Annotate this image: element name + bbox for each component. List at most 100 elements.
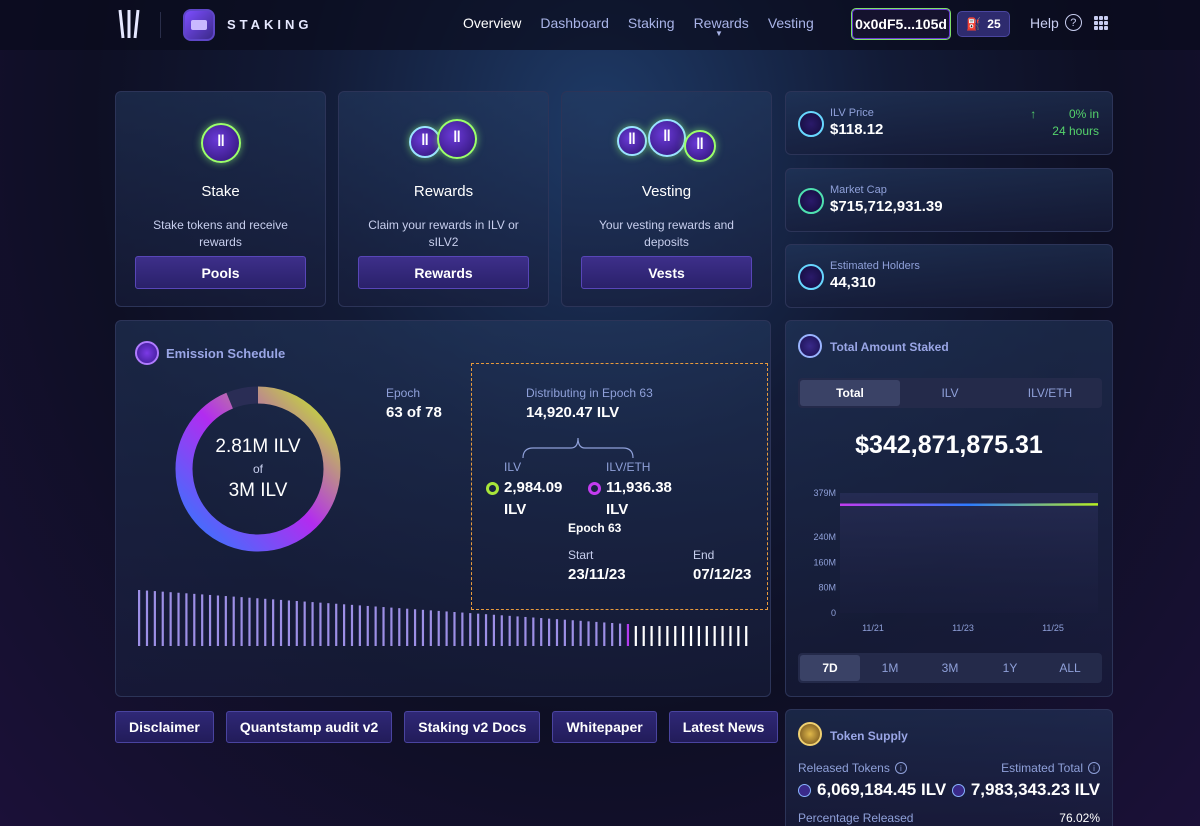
epoch-bar xyxy=(579,620,582,646)
epoch-bar xyxy=(484,614,488,646)
rewards-title: Rewards xyxy=(413,183,474,200)
ilv-price-value: $118.12 xyxy=(830,121,884,138)
y-tick-label: 0 xyxy=(831,608,836,618)
tab-ilv[interactable]: ILV xyxy=(941,386,959,400)
vests-button[interactable]: Vests xyxy=(581,256,752,289)
epoch-bar xyxy=(335,603,338,646)
epoch-bar xyxy=(224,596,227,646)
help-label: Help xyxy=(1030,14,1059,31)
distribution-label: Distributing in Epoch 63 xyxy=(526,386,653,400)
ilveth-split-value: 11,936.38 xyxy=(606,479,672,496)
holders-value: 44,310 xyxy=(830,274,876,291)
market-cap-value: $715,712,931.39 xyxy=(830,198,943,215)
price-change: ↑ 0% in 24 hours xyxy=(1030,106,1099,140)
illuvium-logo-icon[interactable] xyxy=(116,8,142,40)
vest-coin-icon-3 xyxy=(684,130,716,162)
brand-title: STAKING xyxy=(227,17,313,32)
released-label: Released Tokens xyxy=(798,761,890,775)
epoch-bar xyxy=(287,600,291,646)
range-1y[interactable]: 1Y xyxy=(1002,661,1018,675)
epoch-bar xyxy=(682,626,685,646)
main-nav: Overview Dashboard Staking Rewards Vesti… xyxy=(463,15,814,38)
end-label: End xyxy=(693,548,715,562)
stake-description: Stake tokens and receive rewards xyxy=(153,218,288,249)
total-value: 7,983,343.23 ILV xyxy=(970,780,1100,799)
x-tick-label: 11/23 xyxy=(952,623,974,633)
token-supply-card: Token Supply Released Tokens i Estimated… xyxy=(785,709,1113,826)
epoch-value: 63 of 78 xyxy=(386,404,442,421)
tab-total[interactable]: Total xyxy=(800,380,900,406)
epoch-bar xyxy=(429,610,432,646)
epoch-bar xyxy=(713,626,716,646)
gas-indicator[interactable]: ⛽ 25 xyxy=(957,11,1010,37)
apps-grid-icon[interactable] xyxy=(1094,16,1108,30)
epoch-bar xyxy=(587,621,590,646)
divider xyxy=(160,12,161,38)
epoch-bar xyxy=(603,622,606,646)
nav-rewards[interactable]: Rewards xyxy=(693,15,749,31)
vest-coin-icon-1 xyxy=(617,126,647,156)
epoch-bar xyxy=(445,611,448,646)
holders-label: Estimated Holders xyxy=(830,260,920,272)
gas-value: 25 xyxy=(987,17,1001,31)
nav-vesting[interactable]: Vesting xyxy=(767,15,814,31)
ilv-coin-icon xyxy=(798,783,811,797)
epoch-bar xyxy=(437,610,440,646)
range-7d[interactable]: 7D xyxy=(800,655,860,681)
epoch-bar xyxy=(666,626,669,646)
info-icon[interactable]: i xyxy=(1088,762,1100,774)
holders-icon xyxy=(798,264,824,290)
epoch-bar xyxy=(153,591,156,646)
market-cap-label: Market Cap xyxy=(830,184,887,196)
vesting-card: Vesting Your vesting rewards and deposit… xyxy=(561,91,772,307)
audit-button[interactable]: Quantstamp audit v2 xyxy=(225,711,393,743)
range-3m[interactable]: 3M xyxy=(941,661,959,675)
epoch-bar xyxy=(311,602,314,646)
docs-button[interactable]: Staking v2 Docs xyxy=(404,711,541,743)
vest-coin-icon-2 xyxy=(648,119,686,157)
donut-label: 2.81M ILV of 3M ILV xyxy=(173,384,343,554)
epoch-bar xyxy=(366,605,369,646)
whitepaper-button[interactable]: Whitepaper xyxy=(552,711,657,743)
total-label: Estimated Total xyxy=(1001,761,1083,775)
epoch-bar xyxy=(461,612,464,646)
ilv-split-label: ILV xyxy=(504,460,522,474)
top-bar: STAKING Overview Dashboard Staking Rewar… xyxy=(0,0,1200,50)
epoch-bar xyxy=(279,599,283,646)
staked-amount: $342,871,875.31 xyxy=(855,431,1043,459)
x-tick-label: 11/25 xyxy=(1042,623,1064,633)
ilv-price-label: ILV Price xyxy=(830,107,874,119)
info-icon[interactable]: i xyxy=(894,762,907,774)
emission-icon xyxy=(135,341,159,365)
released-value: 6,069,184.45 ILV xyxy=(817,780,947,799)
nav-dashboard[interactable]: Dashboard xyxy=(540,15,609,31)
epoch-bar xyxy=(232,596,235,646)
start-value: 23/11/23 xyxy=(568,566,626,583)
nav-staking[interactable]: Staking xyxy=(627,15,675,31)
donut-progress-arc xyxy=(175,386,341,552)
epoch-bar xyxy=(390,607,393,646)
disclaimer-button[interactable]: Disclaimer xyxy=(115,711,214,743)
price-change-value: 0% in xyxy=(1068,107,1099,121)
range-all[interactable]: ALL xyxy=(1059,661,1081,675)
total-staked-card: Total Amount Staked Total ILV ILV/ETH $3… xyxy=(785,320,1113,697)
range-1m[interactable]: 1M xyxy=(881,661,899,675)
epoch-bar xyxy=(689,626,693,646)
epoch-bar xyxy=(729,626,732,646)
nav-overview[interactable]: Overview xyxy=(463,15,522,31)
market-cap-card: Market Cap $715,712,931.39 xyxy=(785,168,1113,232)
rewards-button[interactable]: Rewards xyxy=(358,256,529,289)
help-link[interactable]: Help ? xyxy=(1030,14,1082,31)
epoch-bar xyxy=(500,615,503,646)
wallet-button[interactable]: 0x0dF5...105d xyxy=(851,8,951,40)
pools-button[interactable]: Pools xyxy=(135,256,306,289)
epoch-bar xyxy=(595,621,598,646)
pct-label: Percentage Released xyxy=(798,811,914,825)
released-label-row: Released Tokens i xyxy=(798,761,907,775)
epoch-bar xyxy=(674,626,677,646)
news-button[interactable]: Latest News xyxy=(668,711,779,743)
staking-logo-icon[interactable] xyxy=(183,9,215,41)
y-tick-label: 379M xyxy=(813,488,836,498)
epoch-bar xyxy=(185,593,188,646)
tab-ilv-eth[interactable]: ILV/ETH xyxy=(1027,386,1073,400)
